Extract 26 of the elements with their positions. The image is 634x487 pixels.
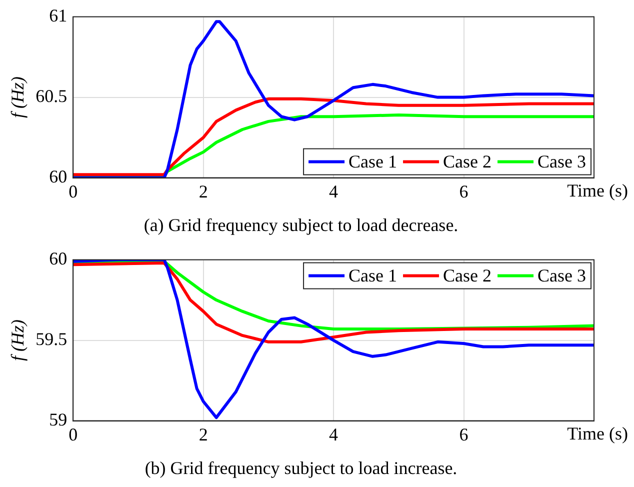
legend-label: Case 2 <box>443 152 492 172</box>
x-tick-label: 0 <box>68 424 78 444</box>
y-axis-title: f (Hz) <box>8 76 28 118</box>
y-tick-label: 60.5 <box>36 86 68 106</box>
y-tick-label: 61 <box>49 6 68 26</box>
y-tick-label: 59.5 <box>36 329 68 350</box>
text: (b) Grid frequency subject to load increase. <box>144 458 458 478</box>
x-axis-title: Time (s) <box>567 424 628 444</box>
x-tick-label: 6 <box>459 181 468 202</box>
legend-label: Case 2 <box>443 266 492 286</box>
legend-label: Case 1 <box>348 152 398 172</box>
legend-label: Case 3 <box>538 152 586 172</box>
x-axis-title: Time (s) <box>567 180 628 201</box>
y-tick-label: 59 <box>49 410 68 430</box>
x-tick-label: 4 <box>329 181 338 202</box>
x-tick-label: 6 <box>459 424 468 444</box>
legend-label: Case 1 <box>348 266 398 286</box>
x-tick-label: 2 <box>198 424 208 444</box>
y-axis-title: f (Hz) <box>8 320 28 362</box>
legend-label: Case 3 <box>538 266 586 286</box>
x-tick-label: 4 <box>329 424 338 444</box>
x-tick-label: 0 <box>68 181 78 202</box>
text: (a) Grid frequency subject to load decrease. <box>144 214 458 235</box>
y-tick-label: 60 <box>49 248 68 269</box>
y-tick-label: 60 <box>49 166 68 187</box>
x-tick-label: 2 <box>198 181 208 202</box>
